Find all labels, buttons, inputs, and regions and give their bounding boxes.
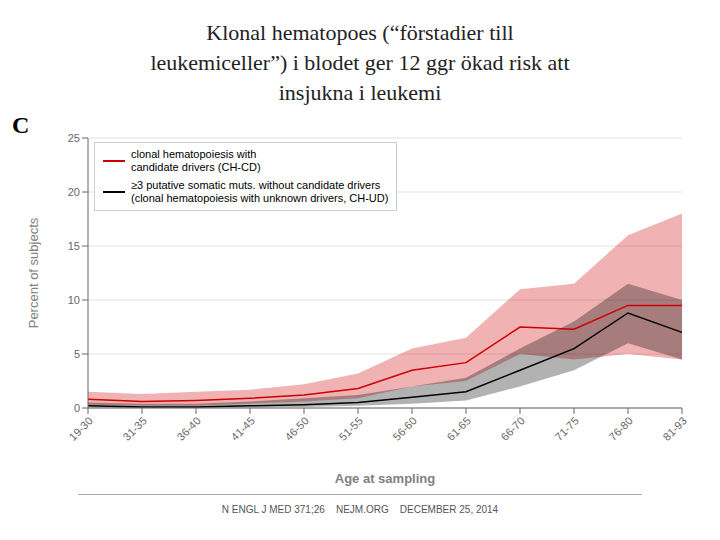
- svg-text:15: 15: [68, 240, 80, 252]
- svg-text:25: 25: [68, 132, 80, 144]
- html-text:leukemiceller”) i blodet ger 1: leukemiceller”) i blodet ger 12 ggr ökad…: [150, 50, 570, 75]
- svg-text:56-60: 56-60: [391, 414, 419, 442]
- html-text:N ENGL J MED 371;26 NEJM.ORG D: N ENGL J MED 371;26 NEJM.ORG DECEMBER 25…: [221, 504, 499, 515]
- html-text:clonal hematopoiesis with cand: clonal hematopoiesis with candidate driv…: [131, 148, 261, 173]
- svg-text:51-55: 51-55: [337, 414, 365, 442]
- svg-text:19-30: 19-30: [67, 414, 95, 442]
- svg-text:36-40: 36-40: [175, 414, 203, 442]
- svg-text:81-93: 81-93: [661, 414, 689, 442]
- html-text:Klonal hematopoes (“förstadier: Klonal hematopoes (“förstadier till: [206, 20, 514, 45]
- svg-text:5: 5: [74, 348, 80, 360]
- svg-text:31-35: 31-35: [121, 414, 149, 442]
- html-text:C: C: [12, 112, 30, 138]
- svg-text:76-80: 76-80: [607, 414, 635, 442]
- svg-text:61-65: 61-65: [445, 414, 473, 442]
- svg-text:46-50: 46-50: [283, 414, 311, 442]
- svg-text:10: 10: [68, 294, 80, 306]
- svg-text:Percent of subjects: Percent of subjects: [26, 217, 41, 328]
- html-text:≥3 putative somatic muts. with: ≥3 putative somatic muts. without candid…: [131, 179, 389, 204]
- html-text:insjukna i leukemi: insjukna i leukemi: [278, 80, 442, 105]
- svg-text:66-70: 66-70: [499, 414, 527, 442]
- svg-text:71-75: 71-75: [553, 414, 581, 442]
- svg-text:0: 0: [74, 402, 80, 414]
- svg-text:41-45: 41-45: [229, 414, 257, 442]
- svg-text:Age at sampling: Age at sampling: [335, 471, 435, 486]
- svg-text:20: 20: [68, 186, 80, 198]
